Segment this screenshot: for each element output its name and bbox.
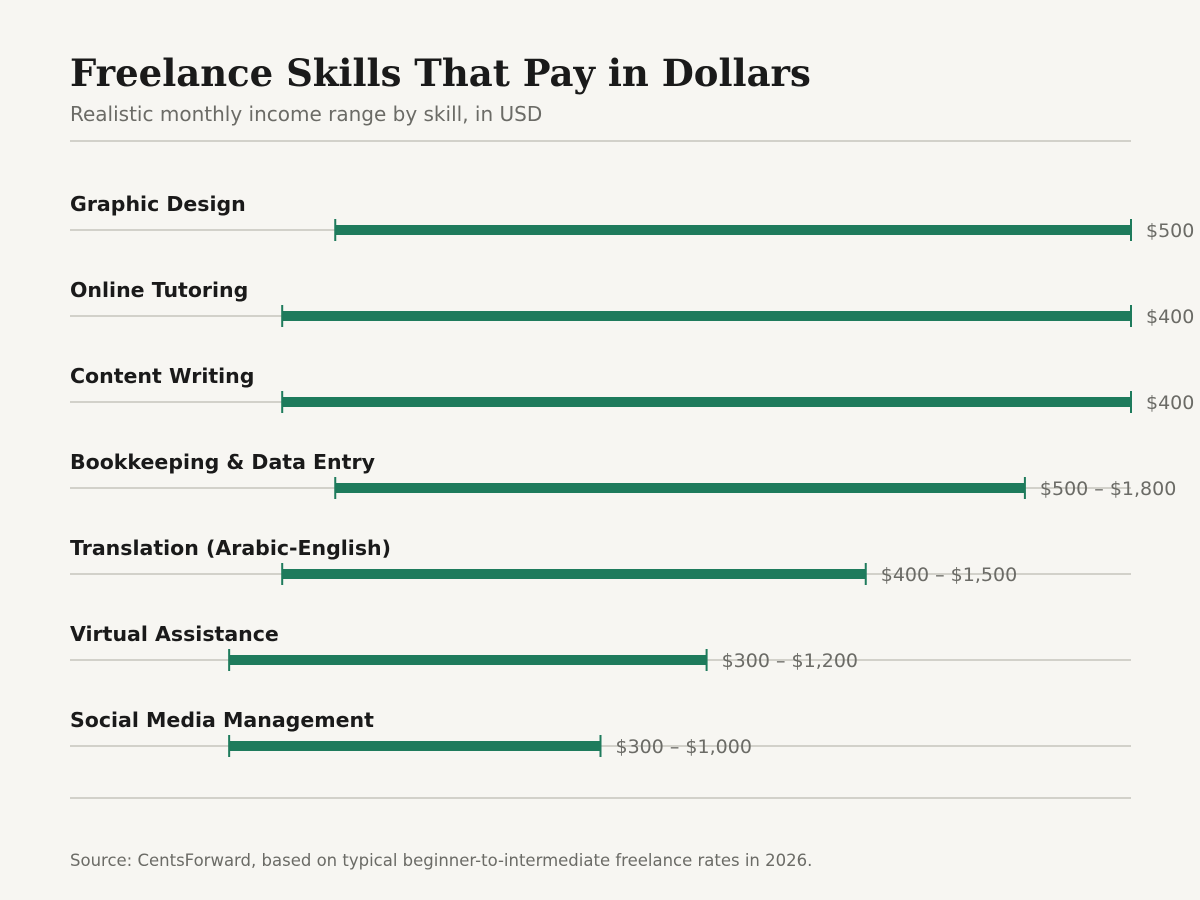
range-bar [335,225,1131,235]
range-bar [229,655,707,665]
skill-row: Bookkeeping & Data Entry $500 – $1,800 [70,450,1176,500]
skill-label: Bookkeeping & Data Entry [70,450,375,474]
range-value-label: $400 – $1,500 [881,564,1017,586]
bottom-divider [70,797,1131,799]
chart-title: Freelance Skills That Pay in Dollars [70,51,811,95]
skill-label: Graphic Design [70,192,246,216]
range-value-label: $300 – $1,000 [616,736,752,758]
range-value-label: $400 [1146,306,1194,328]
skill-label: Virtual Assistance [70,622,279,646]
range-bar [229,741,601,751]
range-value-label: $300 – $1,200 [722,650,858,672]
range-value-label: $500 [1146,220,1194,242]
range-value-label: $500 – $1,800 [1040,478,1176,500]
skill-label: Social Media Management [70,708,374,732]
skill-row: Social Media Management $300 – $1,000 [70,708,1131,758]
range-bar [282,311,1131,321]
skill-row: Virtual Assistance $300 – $1,200 [70,622,1131,672]
chart-subtitle: Realistic monthly income range by skill,… [70,102,543,126]
skill-label: Online Tutoring [70,278,248,302]
top-divider [70,140,1131,142]
skill-label: Content Writing [70,364,254,388]
skill-label: Translation (Arabic-English) [70,536,391,560]
skill-row: Graphic Design $500 [70,192,1194,242]
skill-row: Online Tutoring $400 [70,278,1194,328]
range-value-label: $400 [1146,392,1194,414]
range-bar [282,397,1131,407]
skill-row: Translation (Arabic-English) $400 – $1,50… [70,536,1131,586]
range-bar [282,569,866,579]
range-bar [335,483,1025,493]
source-note: Source: CentsForward, based on typical b… [70,851,813,870]
skill-row: Content Writing $400 [70,364,1194,414]
